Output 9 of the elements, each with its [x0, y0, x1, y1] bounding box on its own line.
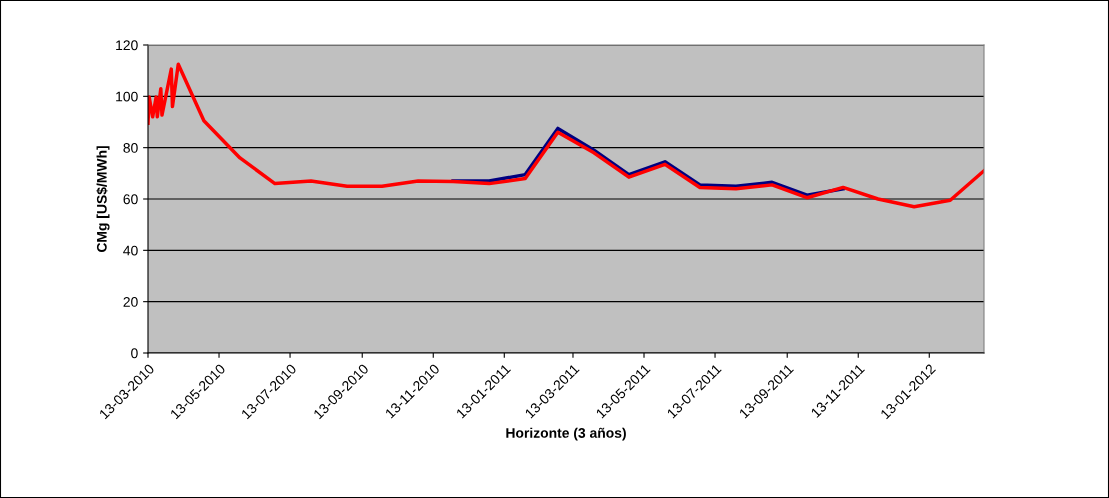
y-tick-label: 20	[123, 297, 138, 307]
y-tick-label: 40	[123, 245, 138, 256]
x-axis-title: Horizonte (3 años)	[506, 427, 626, 441]
y-tick-label: 120	[116, 40, 138, 51]
y-tick-label: 100	[116, 91, 138, 102]
y-axis-title: CMg [US$/MWh]	[96, 146, 110, 253]
y-tick-label: 80	[123, 143, 138, 153]
y-tick-label: 60	[123, 194, 138, 205]
y-tick-label: 0	[131, 348, 138, 359]
